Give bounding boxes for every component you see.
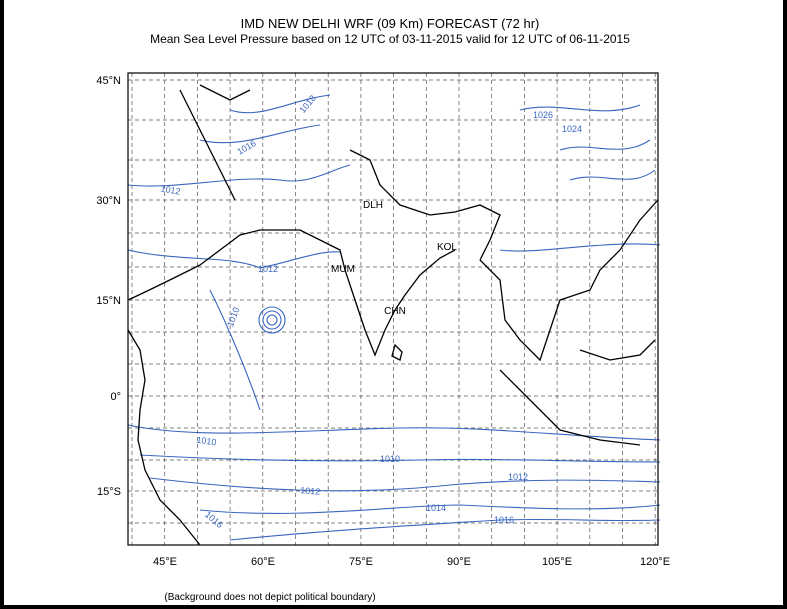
- coastline: [127, 329, 201, 546]
- isobar: [127, 249, 341, 269]
- latitude-label: 45°N: [96, 75, 121, 87]
- contour-label: 1026: [533, 110, 553, 120]
- coastline: [349, 149, 501, 261]
- title: IMD NEW DELHI WRF (09 Km) FORECAST (72 h…: [241, 16, 540, 31]
- contour-label: 1012: [160, 183, 181, 196]
- isobar: [139, 454, 661, 463]
- latitude-label: 30°N: [96, 195, 121, 207]
- contour-label: 1012: [258, 264, 278, 274]
- longitude-label: 120°E: [640, 556, 670, 568]
- contour-label: 1012: [300, 485, 321, 497]
- contour-label: 1016: [494, 515, 514, 525]
- isobar: [262, 310, 282, 330]
- longitude-label: 90°E: [447, 556, 471, 568]
- isobar: [266, 314, 278, 326]
- coastlines: [127, 84, 659, 546]
- city-label: DLH: [363, 200, 383, 211]
- contour-label: 1016: [203, 509, 225, 530]
- contour-label: 1014: [426, 503, 446, 513]
- contour-label: 1016: [235, 138, 257, 157]
- contour-label: 1010: [380, 454, 400, 464]
- city-label: MUM: [331, 264, 355, 275]
- isobar: [229, 518, 661, 541]
- grid: [128, 73, 658, 545]
- isobar: [499, 243, 661, 252]
- map-frame: [127, 72, 659, 546]
- isobar: [559, 139, 656, 181]
- city-label: CHN: [384, 306, 406, 317]
- city-label: KOL: [437, 242, 457, 253]
- contour-label: 1012: [508, 472, 528, 482]
- longitude-label: 105°E: [542, 556, 572, 568]
- contour-label: 1024: [562, 124, 582, 134]
- labels: 45°N 30°N 15°N 0° 15°S 45°E 60°E 75°E 90°E 105°E 1…: [96, 75, 670, 568]
- isobars: [127, 94, 661, 541]
- isobar: [519, 104, 641, 112]
- map-figure: IMD NEW DELHI WRF (09 Km) FORECAST (72 h…: [96, 16, 670, 603]
- latitude-label: 15°S: [97, 486, 121, 498]
- latitude-label: 0°: [110, 391, 121, 403]
- isobar: [199, 94, 331, 144]
- coastline: [479, 199, 659, 362]
- coastline: [127, 229, 321, 301]
- isobar: [258, 306, 286, 334]
- isobar: [127, 424, 661, 441]
- isobar: [127, 164, 351, 187]
- coastline: [391, 343, 403, 361]
- contour-label: 1010: [196, 435, 217, 448]
- latitude-label: 15°N: [96, 295, 121, 307]
- coastline: [499, 339, 656, 446]
- coastline: [179, 84, 251, 201]
- subtitle: Mean Sea Level Pressure based on 12 UTC …: [150, 32, 630, 46]
- isobar: [209, 289, 261, 411]
- longitude-label: 75°E: [349, 556, 373, 568]
- coastline: [319, 239, 456, 357]
- longitude-label: 45°E: [153, 556, 177, 568]
- screenshot: IMD NEW DELHI WRF (09 Km) FORECAST (72 h…: [4, 0, 783, 605]
- isobar: [199, 504, 661, 514]
- contour-label: 1010: [225, 306, 241, 328]
- isobar: [149, 477, 661, 492]
- longitude-label: 60°E: [251, 556, 275, 568]
- footnote: (Background does not depict political bo…: [164, 592, 375, 603]
- contour-label: 1018: [297, 93, 318, 115]
